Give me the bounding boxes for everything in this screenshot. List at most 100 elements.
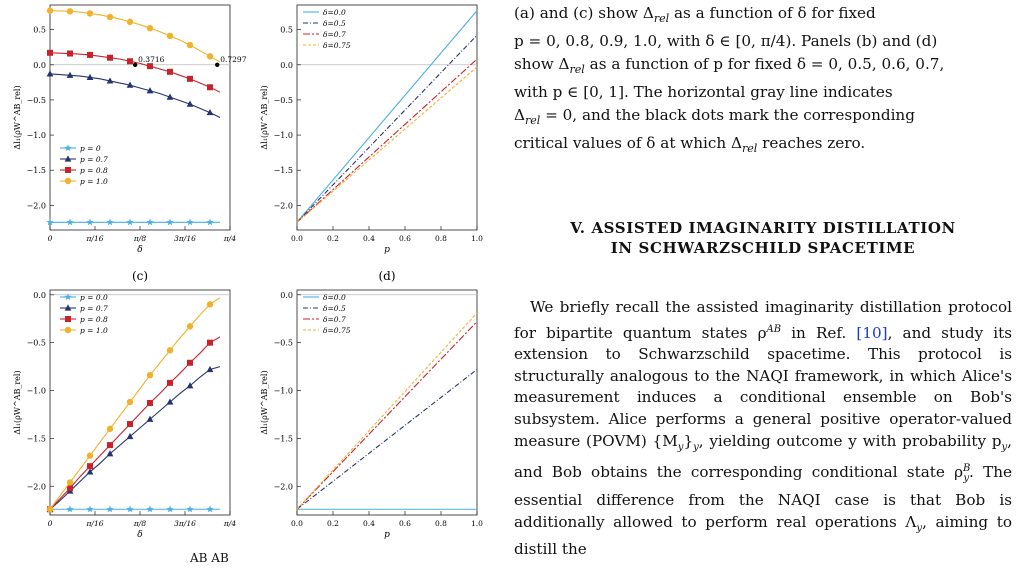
citation-link[interactable]: [10] [856,323,888,342]
data-point [186,41,194,49]
data-point [166,32,174,40]
data-point [46,7,54,14]
data-point [64,293,72,301]
x-tick-label: 1.0 [471,234,483,243]
legend-label: p = 1.0 [80,177,108,186]
legend-label: δ=0.5 [323,304,346,313]
legend-label: δ=0.0 [323,8,346,17]
caption-line-6: critical values of δ at which Δrel reach… [514,134,866,156]
y-tick-label: 0.5 [33,26,46,35]
legend-label: δ=0.0 [323,293,346,302]
panel-b: 0.5 0.0 −0.5 −1.0 −1.5 −2.0 0.0 0.2 0.4 0.6 0.8 1.0… [260,0,483,255]
data-point [146,505,154,513]
y-tick-label: −2.0 [274,201,293,210]
data-point [127,58,134,65]
series-line [296,66,478,223]
data-point [146,25,154,32]
plot-frame [296,289,478,516]
y-tick-label: 0.0 [33,61,46,70]
data-point [64,177,72,185]
series-line [296,58,478,223]
x-tick-label: 0.8 [435,234,447,243]
x-tick-label: 0.6 [399,519,411,528]
data-point [66,479,74,486]
data-point [186,100,194,107]
data-point [86,463,93,470]
y-axis-label: Δl₁(ρW^AB_rel) [260,370,269,434]
caption-line-1: (a) and (c) show Δrel as a function of δ… [514,4,876,26]
data-point [167,379,174,386]
y-tick-label: −1.0 [27,131,46,140]
series-line [49,366,221,510]
data-point [206,53,214,60]
data-point [67,485,74,492]
caption-line-4: with p ∈ [0, 1]. The horizontal gray lin… [514,83,893,102]
data-point [86,10,94,17]
data-point [126,81,134,88]
data-point [106,425,114,433]
y-tick-label: 0.5 [280,26,293,35]
data-point [106,13,114,21]
data-point [126,398,134,406]
data-point [146,87,154,94]
data-point [46,218,54,226]
x-tick-label: 0 [48,234,53,243]
y-tick-label: −0.5 [274,96,293,105]
data-point [64,304,72,311]
series-line [296,369,478,510]
x-tick-label: π/8 [133,519,146,528]
x-tick-label: 0.6 [399,234,411,243]
data-point [167,68,174,75]
data-point [106,218,114,226]
x-tick-label: 0.2 [327,519,339,528]
data-point [64,155,72,162]
data-point [46,70,54,77]
caption-line-5: Δrel = 0, and the black dots mark the co… [514,106,915,128]
bottom-caption-fragment: AB AB [190,551,229,565]
critical-point [132,62,138,67]
critical-point [215,62,220,67]
series-line [296,312,478,510]
data-point [65,167,71,173]
y-tick-label: −1.5 [274,166,293,175]
data-point [86,505,94,513]
x-tick-label: 0.4 [363,234,375,243]
x-tick-label: 0.4 [363,519,375,528]
legend-label: δ=0.7 [323,315,346,324]
x-tick-label: π/4 [223,234,236,243]
x-tick-label: π/16 [86,519,104,528]
legend-label: δ=0.75 [323,326,351,335]
x-axis-label: p [384,530,390,540]
series-line [296,34,478,223]
data-point [126,218,134,226]
x-tick-label: 0.2 [327,234,339,243]
data-point [66,218,74,226]
data-point [107,54,114,61]
data-point [86,73,94,81]
data-point [47,49,53,56]
y-axis-label: Δl₁(ρW^AB_rel) [13,85,22,149]
figure-caption: (a) and (c) show Δrel as a function of δ… [514,2,1012,160]
data-point [166,218,174,226]
data-point [186,323,194,330]
data-point [146,218,154,226]
data-point [166,93,174,100]
x-tick-label: π/16 [86,234,104,243]
plot-frame [296,4,478,231]
data-point [107,442,114,449]
data-point [186,382,194,389]
x-tick-label: π/4 [223,519,236,528]
data-point [166,505,174,513]
section-heading-line-1: V. ASSISTED IMAGINARITY DISTILLATION [570,219,956,237]
data-point [206,84,213,91]
data-point [65,316,71,322]
data-point [206,365,214,373]
x-tick-label: 0 [48,519,53,528]
data-point [126,18,134,26]
data-point [206,339,213,346]
data-point [106,450,114,457]
y-tick-label: −2.0 [274,482,293,491]
data-point [206,505,214,513]
data-point [86,452,94,459]
y-axis-label: Δl₁(ρW^AB_rel) [13,370,22,434]
